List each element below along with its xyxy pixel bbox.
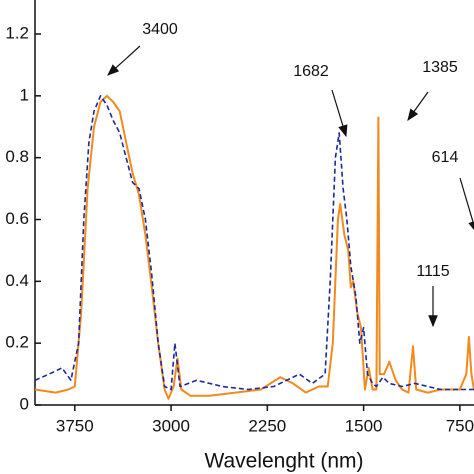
- x-tick-label: 3750: [56, 416, 94, 435]
- y-tick-label: 0.2: [5, 333, 29, 352]
- annotation: 1115: [416, 263, 449, 280]
- y-tick-label: 0.6: [5, 209, 29, 228]
- annotation-arrow: [459, 177, 474, 234]
- annotation: 3400: [142, 21, 178, 38]
- x-tick-label: 750: [446, 416, 474, 435]
- y-tick-label: 1.2: [5, 23, 29, 42]
- annotation-arrow: [107, 45, 141, 76]
- series-line: [34, 95, 474, 391]
- x-tick-label: 3000: [152, 416, 190, 435]
- annotation: 614: [432, 149, 459, 166]
- annotation-arrow: [407, 91, 429, 121]
- y-tick-label: 0: [20, 394, 29, 413]
- x-axis-label: Wavelenght (nm): [204, 450, 363, 473]
- series-line: [34, 94, 474, 400]
- x-tick-label: 1500: [345, 416, 383, 435]
- y-tick-label: 0.4: [5, 271, 29, 290]
- annotation: 1682: [293, 63, 329, 80]
- annotation: 1385: [422, 59, 458, 76]
- y-tick-label: 0.8: [5, 147, 29, 166]
- annotation-arrow: [331, 89, 348, 138]
- x-tick-label: 2250: [248, 416, 286, 435]
- y-tick-label: 1: [20, 85, 29, 104]
